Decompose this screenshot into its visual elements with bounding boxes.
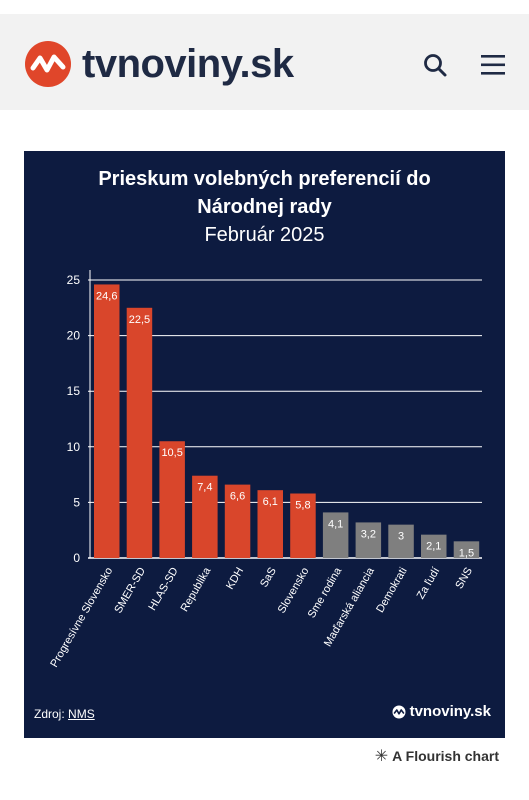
chart-title-line-1: Prieskum volebných preferencií do — [98, 168, 431, 190]
bar[interactable] — [355, 522, 382, 558]
x-tick-label: Za ľudí — [415, 566, 443, 602]
data-label: 5,8 — [295, 500, 310, 512]
hamburger-menu-icon — [481, 55, 505, 75]
status-strip — [0, 0, 529, 14]
chart-title: Prieskum volebných preferencií do Národn… — [24, 165, 505, 221]
bar[interactable] — [421, 534, 447, 558]
chart-card: Prieskum volebných preferencií do Národn… — [24, 151, 505, 738]
data-label: 6,1 — [263, 496, 278, 508]
data-label: 2,1 — [426, 541, 441, 553]
flourish-icon: ✳ — [374, 748, 389, 765]
data-label: 7,4 — [197, 482, 212, 494]
bar[interactable] — [290, 493, 316, 558]
x-tick-label: SaS — [258, 566, 279, 590]
brand-logo-icon — [392, 705, 406, 718]
x-tick-label: HLAS-SD — [147, 565, 181, 612]
flourish-text: A Flourish chart — [392, 748, 499, 764]
bar[interactable] — [322, 512, 349, 558]
card-brand: tvnoviny.sk — [392, 703, 491, 720]
site-header: tvnoviny.sk — [0, 14, 529, 110]
y-tick-label: 10 — [67, 440, 81, 454]
data-label: 4,1 — [328, 518, 343, 530]
data-label: 24,6 — [96, 290, 117, 302]
chart-subtitle: Február 2025 — [204, 224, 325, 246]
y-tick-label: 5 — [73, 495, 80, 509]
x-tick-label: Demokrati — [374, 566, 409, 615]
source-link[interactable]: NMS — [68, 707, 95, 721]
bar[interactable] — [453, 541, 480, 558]
bar-chart: 0 5 10 15 20 25 24,6 Progresívne Slovensko 22,5 S… — [48, 270, 482, 670]
x-tick-label: SNS — [453, 566, 475, 592]
source-label: Zdroj: — [34, 707, 65, 721]
data-label: 10,5 — [161, 447, 182, 459]
brand-text: tvnoviny.sk — [409, 703, 491, 720]
y-tick-label: 15 — [67, 384, 81, 398]
chart-title-line-2: Národnej rady — [197, 196, 332, 218]
source-note: Zdroj: NMS — [34, 707, 95, 721]
data-label: 6,6 — [230, 491, 245, 503]
y-tick-label: 20 — [67, 329, 81, 343]
bar[interactable] — [224, 484, 251, 558]
y-tick-label: 25 — [67, 273, 81, 287]
x-tick-label: SMER-SD — [112, 565, 148, 615]
y-tick-label: 0 — [73, 551, 80, 565]
logo-text: tvnoviny.sk — [82, 42, 294, 86]
menu-button[interactable] — [476, 48, 510, 82]
data-label: 3,2 — [361, 528, 376, 540]
search-button[interactable] — [418, 48, 452, 82]
data-label: 22,5 — [129, 314, 150, 326]
bar[interactable] — [257, 490, 284, 558]
x-tick-label: Progresívne Slovensko — [48, 566, 115, 670]
search-icon — [424, 54, 447, 77]
flourish-credit[interactable]: ✳ A Flourish chart — [375, 746, 499, 766]
bar[interactable] — [388, 524, 414, 558]
bar[interactable] — [159, 441, 185, 558]
site-logo[interactable]: tvnoviny.sk — [24, 38, 294, 90]
x-tick-label: Slovensko — [276, 566, 312, 616]
bar[interactable] — [192, 475, 218, 558]
x-tick-label: KDH — [224, 565, 246, 591]
data-label: 3 — [398, 531, 404, 543]
bar[interactable] — [126, 307, 153, 558]
data-label: 1,5 — [459, 547, 474, 559]
bar[interactable] — [94, 284, 120, 558]
logo-icon — [25, 41, 71, 87]
x-tick-label: Republika — [179, 565, 214, 614]
